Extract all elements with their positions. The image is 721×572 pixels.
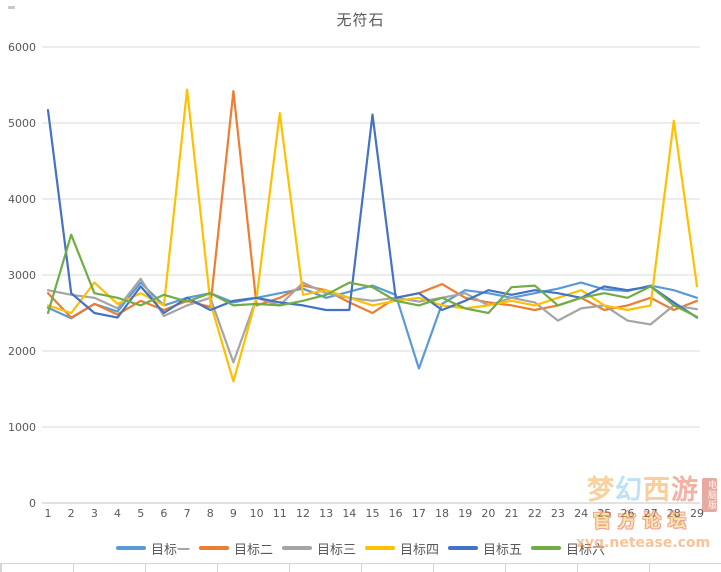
x-tick-label: 12 bbox=[296, 507, 310, 520]
chart-legend: 目标一 目标二 目标三 目标四 目标五 目标六 bbox=[0, 538, 721, 558]
legend-label: 目标三 bbox=[316, 542, 356, 558]
legend-item-目标二: 目标二 bbox=[198, 539, 273, 558]
x-tick-label: 3 bbox=[91, 507, 98, 520]
legend-label: 目标四 bbox=[400, 542, 440, 558]
legend-item-目标三: 目标三 bbox=[281, 539, 356, 558]
legend-label: 目标一 bbox=[150, 542, 190, 558]
x-tick-label: 29 bbox=[690, 507, 704, 520]
legend-line-swatch bbox=[115, 546, 146, 550]
x-tick-label: 2 bbox=[68, 507, 75, 520]
series-line-目标二 bbox=[46, 89, 699, 319]
x-tick-label: 27 bbox=[644, 507, 658, 520]
x-tick-label: 5 bbox=[137, 507, 144, 520]
x-tick-label: 25 bbox=[597, 507, 611, 520]
legend-label: 目标五 bbox=[483, 542, 523, 558]
x-tick-label: 19 bbox=[458, 507, 472, 520]
legend-item-目标六: 目标六 bbox=[531, 539, 605, 558]
y-tick-label: 1000 bbox=[8, 421, 36, 434]
x-tick-label: 10 bbox=[250, 507, 264, 520]
legend-line-swatch bbox=[365, 546, 395, 550]
x-tick-label: 16 bbox=[389, 507, 403, 520]
legend-line-swatch bbox=[198, 546, 229, 550]
x-tick-label: 21 bbox=[505, 507, 519, 520]
y-tick-label: 0 bbox=[29, 497, 36, 510]
legend-item-目标五: 目标五 bbox=[448, 539, 522, 558]
y-tick-label: 5000 bbox=[8, 117, 36, 130]
x-tick-label: 7 bbox=[184, 507, 191, 520]
legend-item-目标四: 目标四 bbox=[365, 539, 439, 558]
x-tick-label: 18 bbox=[435, 507, 449, 520]
legend-item-目标一: 目标一 bbox=[115, 539, 190, 558]
screenshot-artifact bbox=[8, 6, 15, 9]
y-tick-label: 2000 bbox=[8, 345, 36, 358]
legend-line-swatch bbox=[281, 546, 312, 550]
spreadsheet-row-border bbox=[0, 563, 721, 572]
x-tick-label: 14 bbox=[342, 507, 356, 520]
legend-label: 目标六 bbox=[566, 542, 606, 558]
chart-title: 无符石 bbox=[336, 11, 385, 29]
legend-line-swatch bbox=[448, 546, 479, 550]
x-tick-label: 6 bbox=[160, 507, 167, 520]
series-line-目标六 bbox=[46, 233, 699, 318]
legend-line-swatch bbox=[531, 546, 562, 550]
x-tick-label: 28 bbox=[667, 507, 681, 520]
x-tick-label: 1 bbox=[45, 507, 52, 520]
legend-label: 目标二 bbox=[233, 542, 273, 558]
x-tick-label: 20 bbox=[481, 507, 495, 520]
x-tick-label: 4 bbox=[114, 507, 121, 520]
x-tick-label: 24 bbox=[574, 507, 588, 520]
x-tick-label: 15 bbox=[366, 507, 380, 520]
x-tick-label: 26 bbox=[620, 507, 634, 520]
x-tick-label: 22 bbox=[528, 507, 542, 520]
x-tick-label: 9 bbox=[230, 507, 237, 520]
series-line-目标五 bbox=[46, 108, 699, 319]
y-tick-label: 6000 bbox=[8, 41, 36, 54]
x-tick-label: 23 bbox=[551, 507, 565, 520]
x-tick-label: 17 bbox=[412, 507, 426, 520]
x-tick-label: 11 bbox=[273, 507, 287, 520]
x-tick-label: 8 bbox=[207, 507, 214, 520]
x-tick-label: 13 bbox=[319, 507, 333, 520]
y-tick-label: 3000 bbox=[8, 269, 36, 282]
y-tick-label: 4000 bbox=[8, 193, 36, 206]
series-line-目标四 bbox=[46, 88, 699, 383]
